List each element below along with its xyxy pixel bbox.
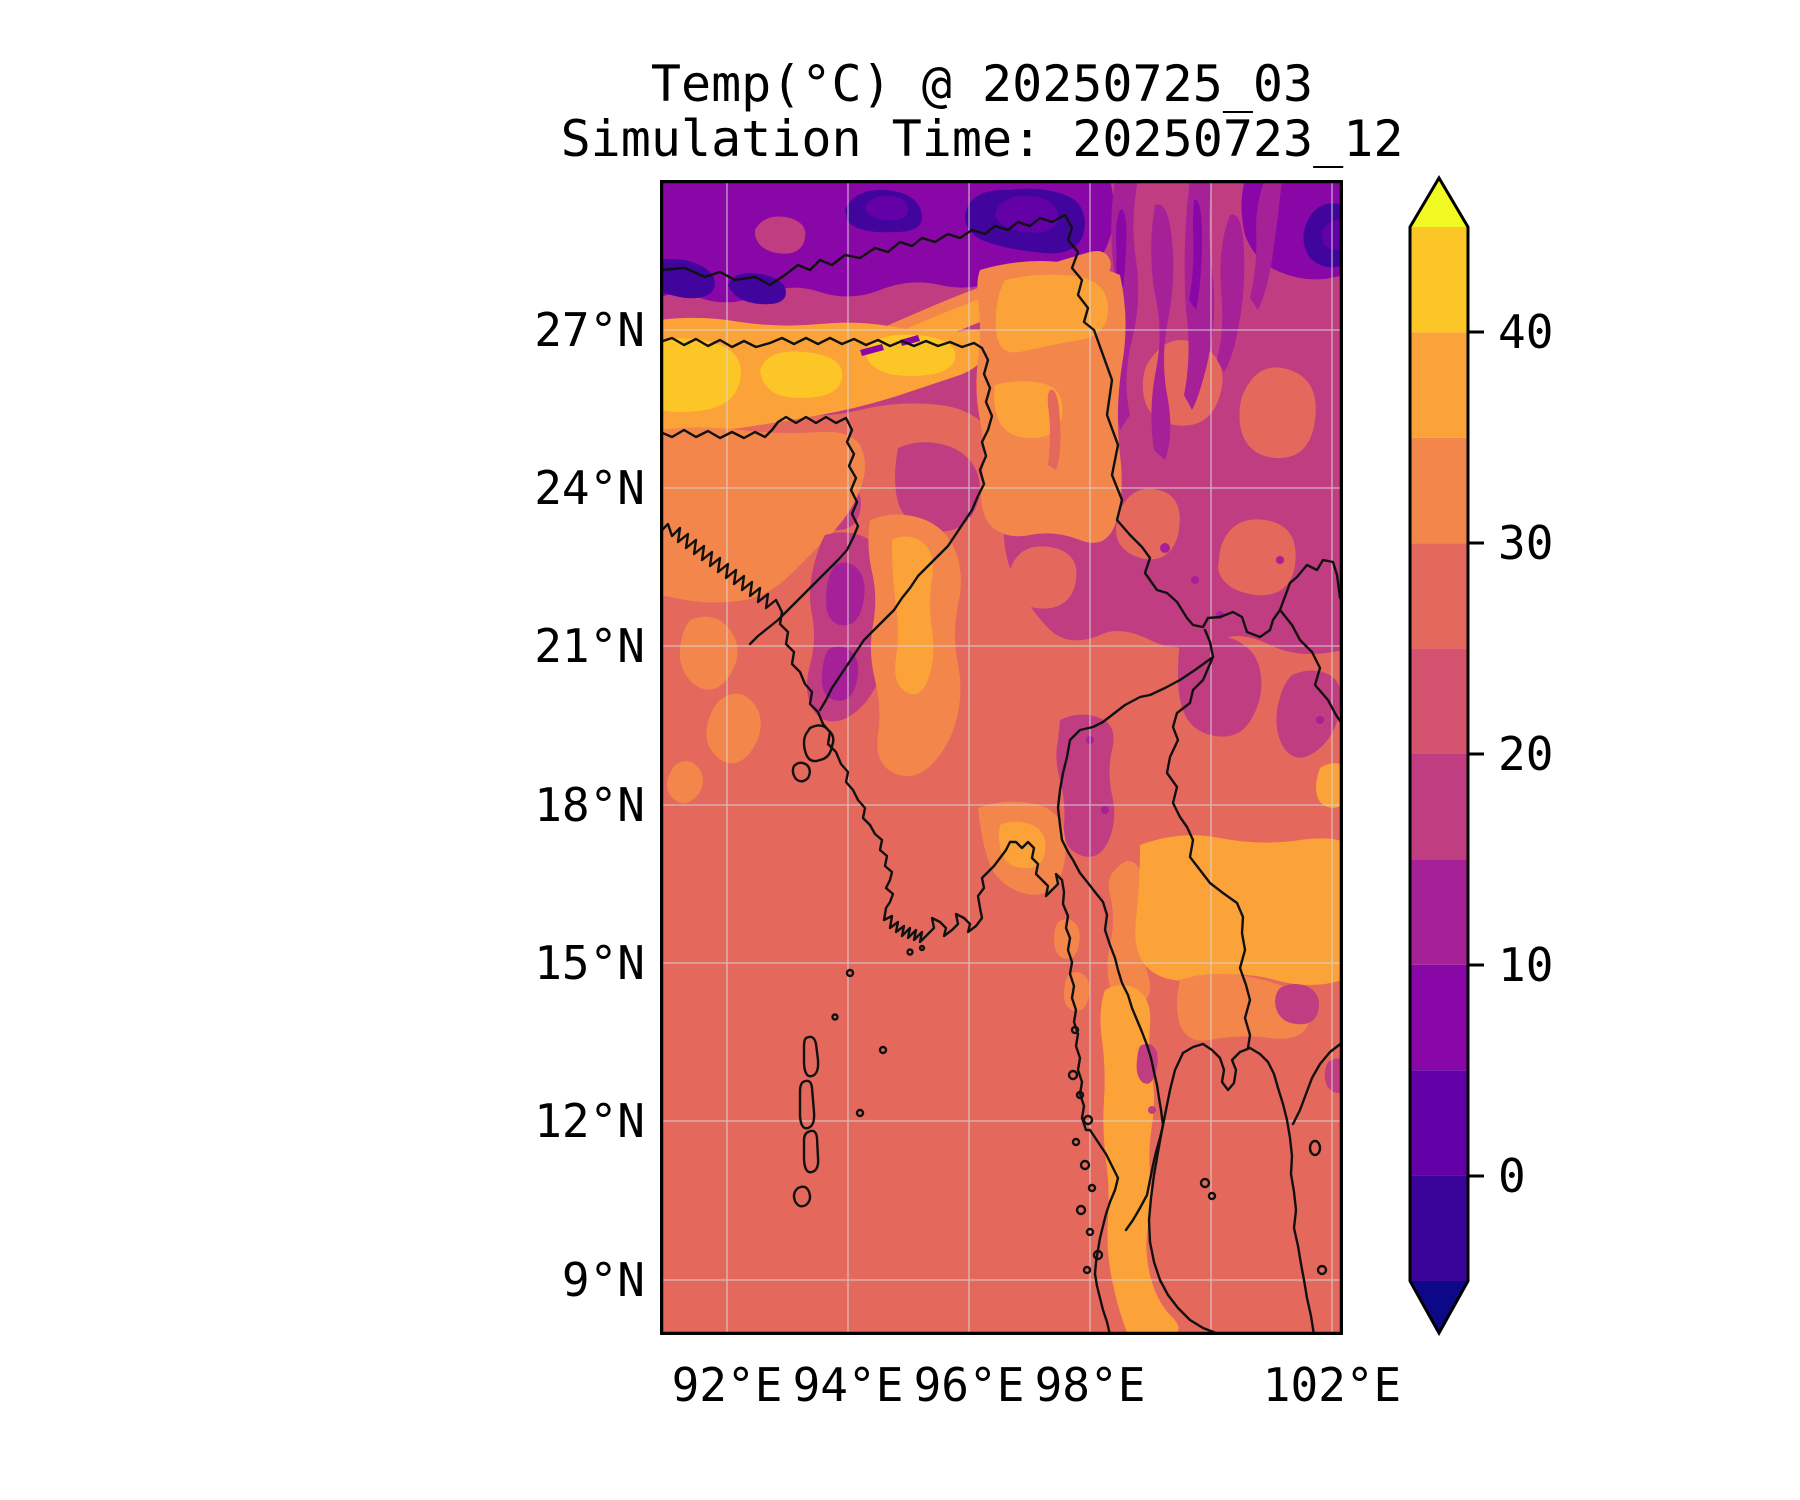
- colorbar-arrow-over: [1410, 178, 1468, 227]
- islands-andaman: [792, 968, 888, 1208]
- coast-gulf-of-thailand: [1147, 1051, 1218, 1335]
- coast-cambodia: [1291, 1040, 1343, 1126]
- cbar-tick-10: 10: [1498, 938, 1554, 992]
- cbar-tick-40: 40: [1498, 305, 1554, 359]
- lon-tick-102e: 102°E: [1262, 1358, 1402, 1412]
- lon-tick-92e: 92°E: [671, 1358, 783, 1412]
- lat-tick-18n: 18°N: [534, 778, 645, 832]
- cbar-tick-0: 0: [1498, 1149, 1526, 1203]
- graticule-gridlines: [660, 180, 1343, 1335]
- colorbar-arrow-under: [1410, 1281, 1468, 1333]
- lat-tick-21n: 21°N: [534, 619, 645, 673]
- lat-tick-12n: 12°N: [534, 1094, 645, 1148]
- lat-tick-27n: 27°N: [534, 303, 645, 357]
- lon-tick-96e: 96°E: [913, 1358, 1025, 1412]
- border-india-foothills: [660, 336, 994, 712]
- lat-tick-9n: 9°N: [561, 1253, 645, 1307]
- islands-mergui: [1067, 1025, 1104, 1275]
- plot-title-line1: Temp(°C) @ 20250725_03: [650, 55, 1314, 113]
- border-china: [660, 213, 1343, 639]
- lat-tick-24n: 24°N: [534, 461, 645, 515]
- colorbar-tickmarks: [1468, 330, 1484, 1178]
- colorbar-segments: [1410, 178, 1468, 1333]
- border-laos: [1165, 628, 1252, 1050]
- peninsula-hot-band: [1100, 985, 1179, 1335]
- colorbar-outline: [1408, 175, 1470, 1337]
- islands-gulf: [906, 944, 1328, 1276]
- map-frame: [660, 180, 1343, 1335]
- lat-tick-15n: 15°N: [534, 936, 645, 990]
- map-panel: [660, 180, 1343, 1335]
- border-vietnam: [1278, 608, 1343, 727]
- cbar-tick-20: 20: [1498, 727, 1554, 781]
- cbar-tick-30: 30: [1498, 516, 1554, 570]
- lon-tick-98e: 98°E: [1034, 1358, 1146, 1412]
- island-ramree: [802, 724, 835, 763]
- lon-tick-94e: 94°E: [792, 1358, 904, 1412]
- border-bangladesh: [660, 415, 860, 646]
- colorbar: [1408, 175, 1484, 1337]
- plot-title-line2: Simulation Time: 20250723_12: [560, 110, 1404, 168]
- coast-mainland: [660, 522, 1120, 1335]
